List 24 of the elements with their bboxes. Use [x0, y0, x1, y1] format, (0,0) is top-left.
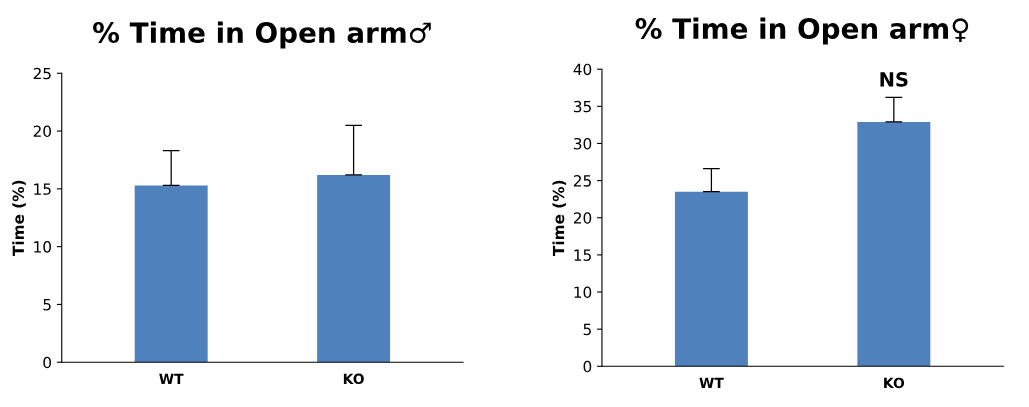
y-axis-title: Time (%): [552, 180, 567, 256]
y-tick-label: 30: [573, 137, 592, 150]
y-tick-label: 10: [574, 286, 592, 299]
y-tick-label: 5: [583, 323, 591, 336]
chart-title: % Time in Open arm♀: [635, 17, 969, 45]
x-tick-label: KO: [884, 377, 905, 389]
y-tick-label: 0: [583, 360, 592, 373]
y-tick-label: 15: [574, 249, 591, 261]
y-tick-label: 25: [33, 67, 51, 80]
y-tick-label: 35: [573, 100, 591, 113]
y-tick-label: 5: [43, 299, 51, 311]
y-tick-label: 40: [573, 63, 592, 76]
y-tick-label: 20: [33, 125, 51, 138]
x-tick-label: KO: [343, 373, 364, 385]
y-tick-label: 15: [34, 183, 51, 195]
annotation: NS: [880, 72, 908, 87]
y-tick-label: 20: [573, 212, 592, 224]
y-tick-label: 0: [43, 356, 51, 369]
x-tick-label: WT: [699, 377, 724, 388]
y-axis-title: Time (%): [12, 180, 26, 256]
y-tick-label: 10: [34, 241, 51, 253]
chart-title: % Time in Open arm♂: [93, 21, 431, 49]
x-tick-label: WT: [159, 373, 184, 384]
y-tick-label: 25: [573, 175, 591, 187]
